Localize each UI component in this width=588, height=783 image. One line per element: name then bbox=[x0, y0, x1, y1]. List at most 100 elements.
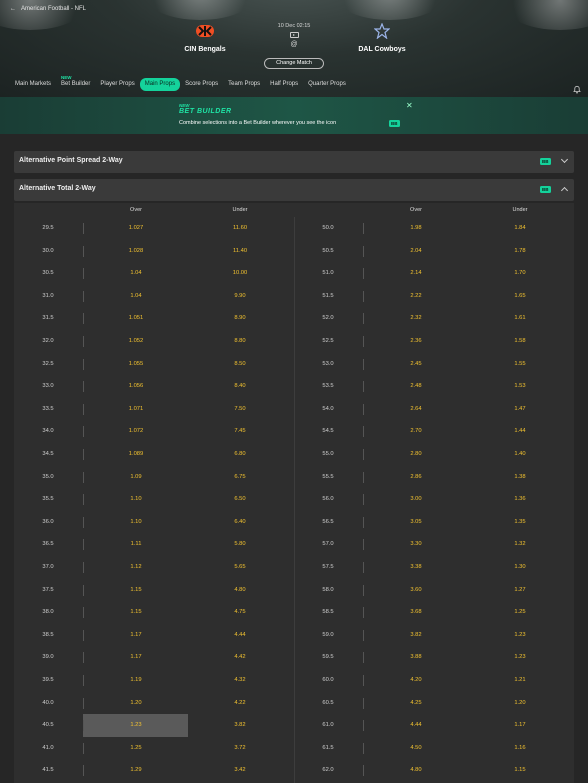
tab-label[interactable]: Score Props bbox=[185, 81, 219, 87]
tab-player-props[interactable]: Player Props bbox=[95, 78, 139, 91]
odds-under[interactable]: 4.80 bbox=[234, 586, 246, 593]
section-title[interactable]: Alternative Point Spread 2-Way bbox=[19, 157, 123, 164]
odds-under[interactable]: 1.17 bbox=[514, 722, 526, 729]
chevron-up-icon[interactable] bbox=[560, 186, 569, 195]
odds-over[interactable]: 3.82 bbox=[410, 631, 422, 638]
odds-under[interactable]: 1.36 bbox=[514, 496, 526, 503]
odds-over[interactable]: 1.10 bbox=[130, 518, 142, 525]
odds-under[interactable]: 6.80 bbox=[234, 451, 246, 457]
odds-over[interactable]: 1.98 bbox=[410, 225, 422, 231]
odds-over[interactable]: 1.056 bbox=[128, 383, 144, 390]
odds-under[interactable]: 1.15 bbox=[514, 767, 526, 774]
odds-under[interactable]: 1.53 bbox=[514, 383, 526, 390]
odds-under[interactable]: 7.45 bbox=[234, 428, 246, 435]
odds-under[interactable]: 6.75 bbox=[234, 473, 246, 480]
odds-under[interactable]: 8.90 bbox=[234, 315, 246, 322]
odds-over[interactable]: 3.30 bbox=[410, 541, 422, 548]
odds-under[interactable]: 1.30 bbox=[514, 564, 526, 570]
odds-under[interactable]: 1.44 bbox=[514, 428, 526, 435]
odds-over[interactable]: 1.12 bbox=[130, 564, 142, 570]
tab-label[interactable]: Quarter Props bbox=[308, 81, 346, 87]
odds-under[interactable]: 1.70 bbox=[514, 270, 526, 277]
section-alternative-total[interactable]: Alternative Total 2-Way BB bbox=[14, 179, 574, 201]
odds-over[interactable]: 4.44 bbox=[410, 722, 422, 729]
odds-over[interactable]: 1.11 bbox=[130, 541, 142, 548]
odds-under[interactable]: 3.72 bbox=[234, 744, 246, 751]
odds-over[interactable]: 1.072 bbox=[128, 428, 144, 435]
odds-under[interactable]: 1.16 bbox=[514, 744, 526, 751]
odds-under[interactable]: 11.40 bbox=[232, 247, 248, 254]
odds-over[interactable]: 1.17 bbox=[130, 654, 142, 661]
odds-over[interactable]: 3.60 bbox=[410, 586, 422, 593]
odds-over[interactable]: 1.09 bbox=[130, 473, 142, 480]
odds-over[interactable]: 2.70 bbox=[410, 428, 422, 435]
odds-under[interactable]: 8.80 bbox=[234, 338, 246, 344]
odds-under[interactable]: 3.42 bbox=[234, 767, 246, 774]
odds-over[interactable]: 2.48 bbox=[410, 383, 422, 390]
odds-over[interactable]: 1.15 bbox=[130, 609, 142, 616]
odds-over[interactable]: 1.17 bbox=[130, 631, 142, 638]
odds-under[interactable]: 1.84 bbox=[514, 225, 526, 231]
tab-main-props[interactable]: Main Props bbox=[139, 78, 181, 91]
odds-under[interactable]: 1.40 bbox=[514, 451, 526, 457]
odds-over[interactable]: 3.68 bbox=[410, 609, 422, 616]
odds-over[interactable]: 1.15 bbox=[130, 586, 142, 593]
odds-over[interactable]: 2.14 bbox=[410, 270, 422, 277]
odds-under[interactable]: 7.50 bbox=[234, 405, 246, 412]
odds-over[interactable]: 4.80 bbox=[410, 767, 422, 774]
odds-over[interactable]: 2.86 bbox=[410, 473, 422, 480]
odds-over[interactable]: 3.88 bbox=[410, 654, 422, 661]
odds-over[interactable]: 1.071 bbox=[128, 405, 144, 412]
odds-under[interactable]: 3.82 bbox=[234, 722, 246, 729]
tab-score-props[interactable]: Score Props bbox=[180, 78, 223, 91]
odds-over[interactable]: 2.80 bbox=[410, 451, 422, 457]
odds-under[interactable]: 10.00 bbox=[232, 270, 248, 277]
odds-under[interactable]: 1.58 bbox=[514, 338, 526, 344]
odds-under[interactable]: 1.38 bbox=[514, 473, 526, 480]
odds-under[interactable]: 1.27 bbox=[514, 586, 526, 593]
tab-label[interactable]: Main Props bbox=[144, 81, 176, 87]
odds-over[interactable]: 1.04 bbox=[130, 292, 142, 299]
chevron-down-icon[interactable] bbox=[560, 155, 569, 164]
odds-over[interactable]: 2.32 bbox=[410, 315, 422, 322]
odds-over[interactable]: 1.028 bbox=[128, 247, 144, 254]
odds-under[interactable]: 1.21 bbox=[514, 677, 526, 683]
section-alternative-point-spread[interactable]: Alternative Point Spread 2-Way BB bbox=[14, 151, 574, 173]
odds-under[interactable]: 1.61 bbox=[514, 315, 526, 322]
tab-label[interactable]: Bet Builder bbox=[61, 81, 91, 87]
change-match-button[interactable]: Change Match bbox=[264, 58, 324, 69]
odds-over[interactable]: 3.05 bbox=[410, 518, 422, 525]
odds-over[interactable]: 1.23 bbox=[130, 722, 142, 729]
odds-over[interactable]: 1.052 bbox=[128, 338, 144, 344]
tab-half-props[interactable]: Half Props bbox=[265, 78, 303, 91]
live-stream-icon[interactable] bbox=[289, 32, 299, 38]
odds-over[interactable]: 1.04 bbox=[130, 270, 142, 277]
odds-over[interactable]: 1.027 bbox=[128, 225, 144, 231]
breadcrumb-label[interactable]: American Football - NFL bbox=[21, 6, 87, 12]
odds-over[interactable]: 4.25 bbox=[410, 699, 422, 706]
odds-over[interactable]: 2.36 bbox=[410, 338, 422, 344]
tab-label[interactable]: Main Markets bbox=[15, 81, 52, 87]
tab-bet-builder[interactable]: NEW Bet Builder bbox=[56, 75, 95, 91]
odds-under[interactable]: 5.80 bbox=[234, 541, 246, 548]
odds-over[interactable]: 4.20 bbox=[410, 677, 422, 683]
odds-over[interactable]: 2.64 bbox=[410, 405, 422, 412]
odds-over[interactable]: 2.04 bbox=[410, 247, 422, 254]
bell-icon[interactable] bbox=[573, 81, 581, 94]
odds-over[interactable]: 1.051 bbox=[128, 315, 144, 322]
section-title[interactable]: Alternative Total 2-Way bbox=[19, 185, 96, 192]
odds-under[interactable]: 6.40 bbox=[234, 518, 246, 525]
odds-over[interactable]: 1.20 bbox=[130, 699, 142, 706]
odds-under[interactable]: 1.65 bbox=[514, 292, 526, 299]
tab-label[interactable]: Team Props bbox=[228, 81, 261, 87]
odds-over[interactable]: 3.38 bbox=[410, 564, 422, 570]
tab-quarter-props[interactable]: Quarter Props bbox=[303, 78, 351, 91]
odds-over[interactable]: 1.055 bbox=[128, 360, 144, 367]
odds-under[interactable]: 1.47 bbox=[514, 405, 526, 412]
odds-over[interactable]: 2.22 bbox=[410, 292, 422, 299]
odds-under[interactable]: 4.32 bbox=[234, 677, 246, 683]
odds-under[interactable]: 4.22 bbox=[234, 699, 246, 706]
odds-under[interactable]: 9.90 bbox=[234, 292, 246, 299]
odds-under[interactable]: 1.35 bbox=[514, 518, 526, 525]
tab-label[interactable]: Player Props bbox=[100, 81, 135, 87]
